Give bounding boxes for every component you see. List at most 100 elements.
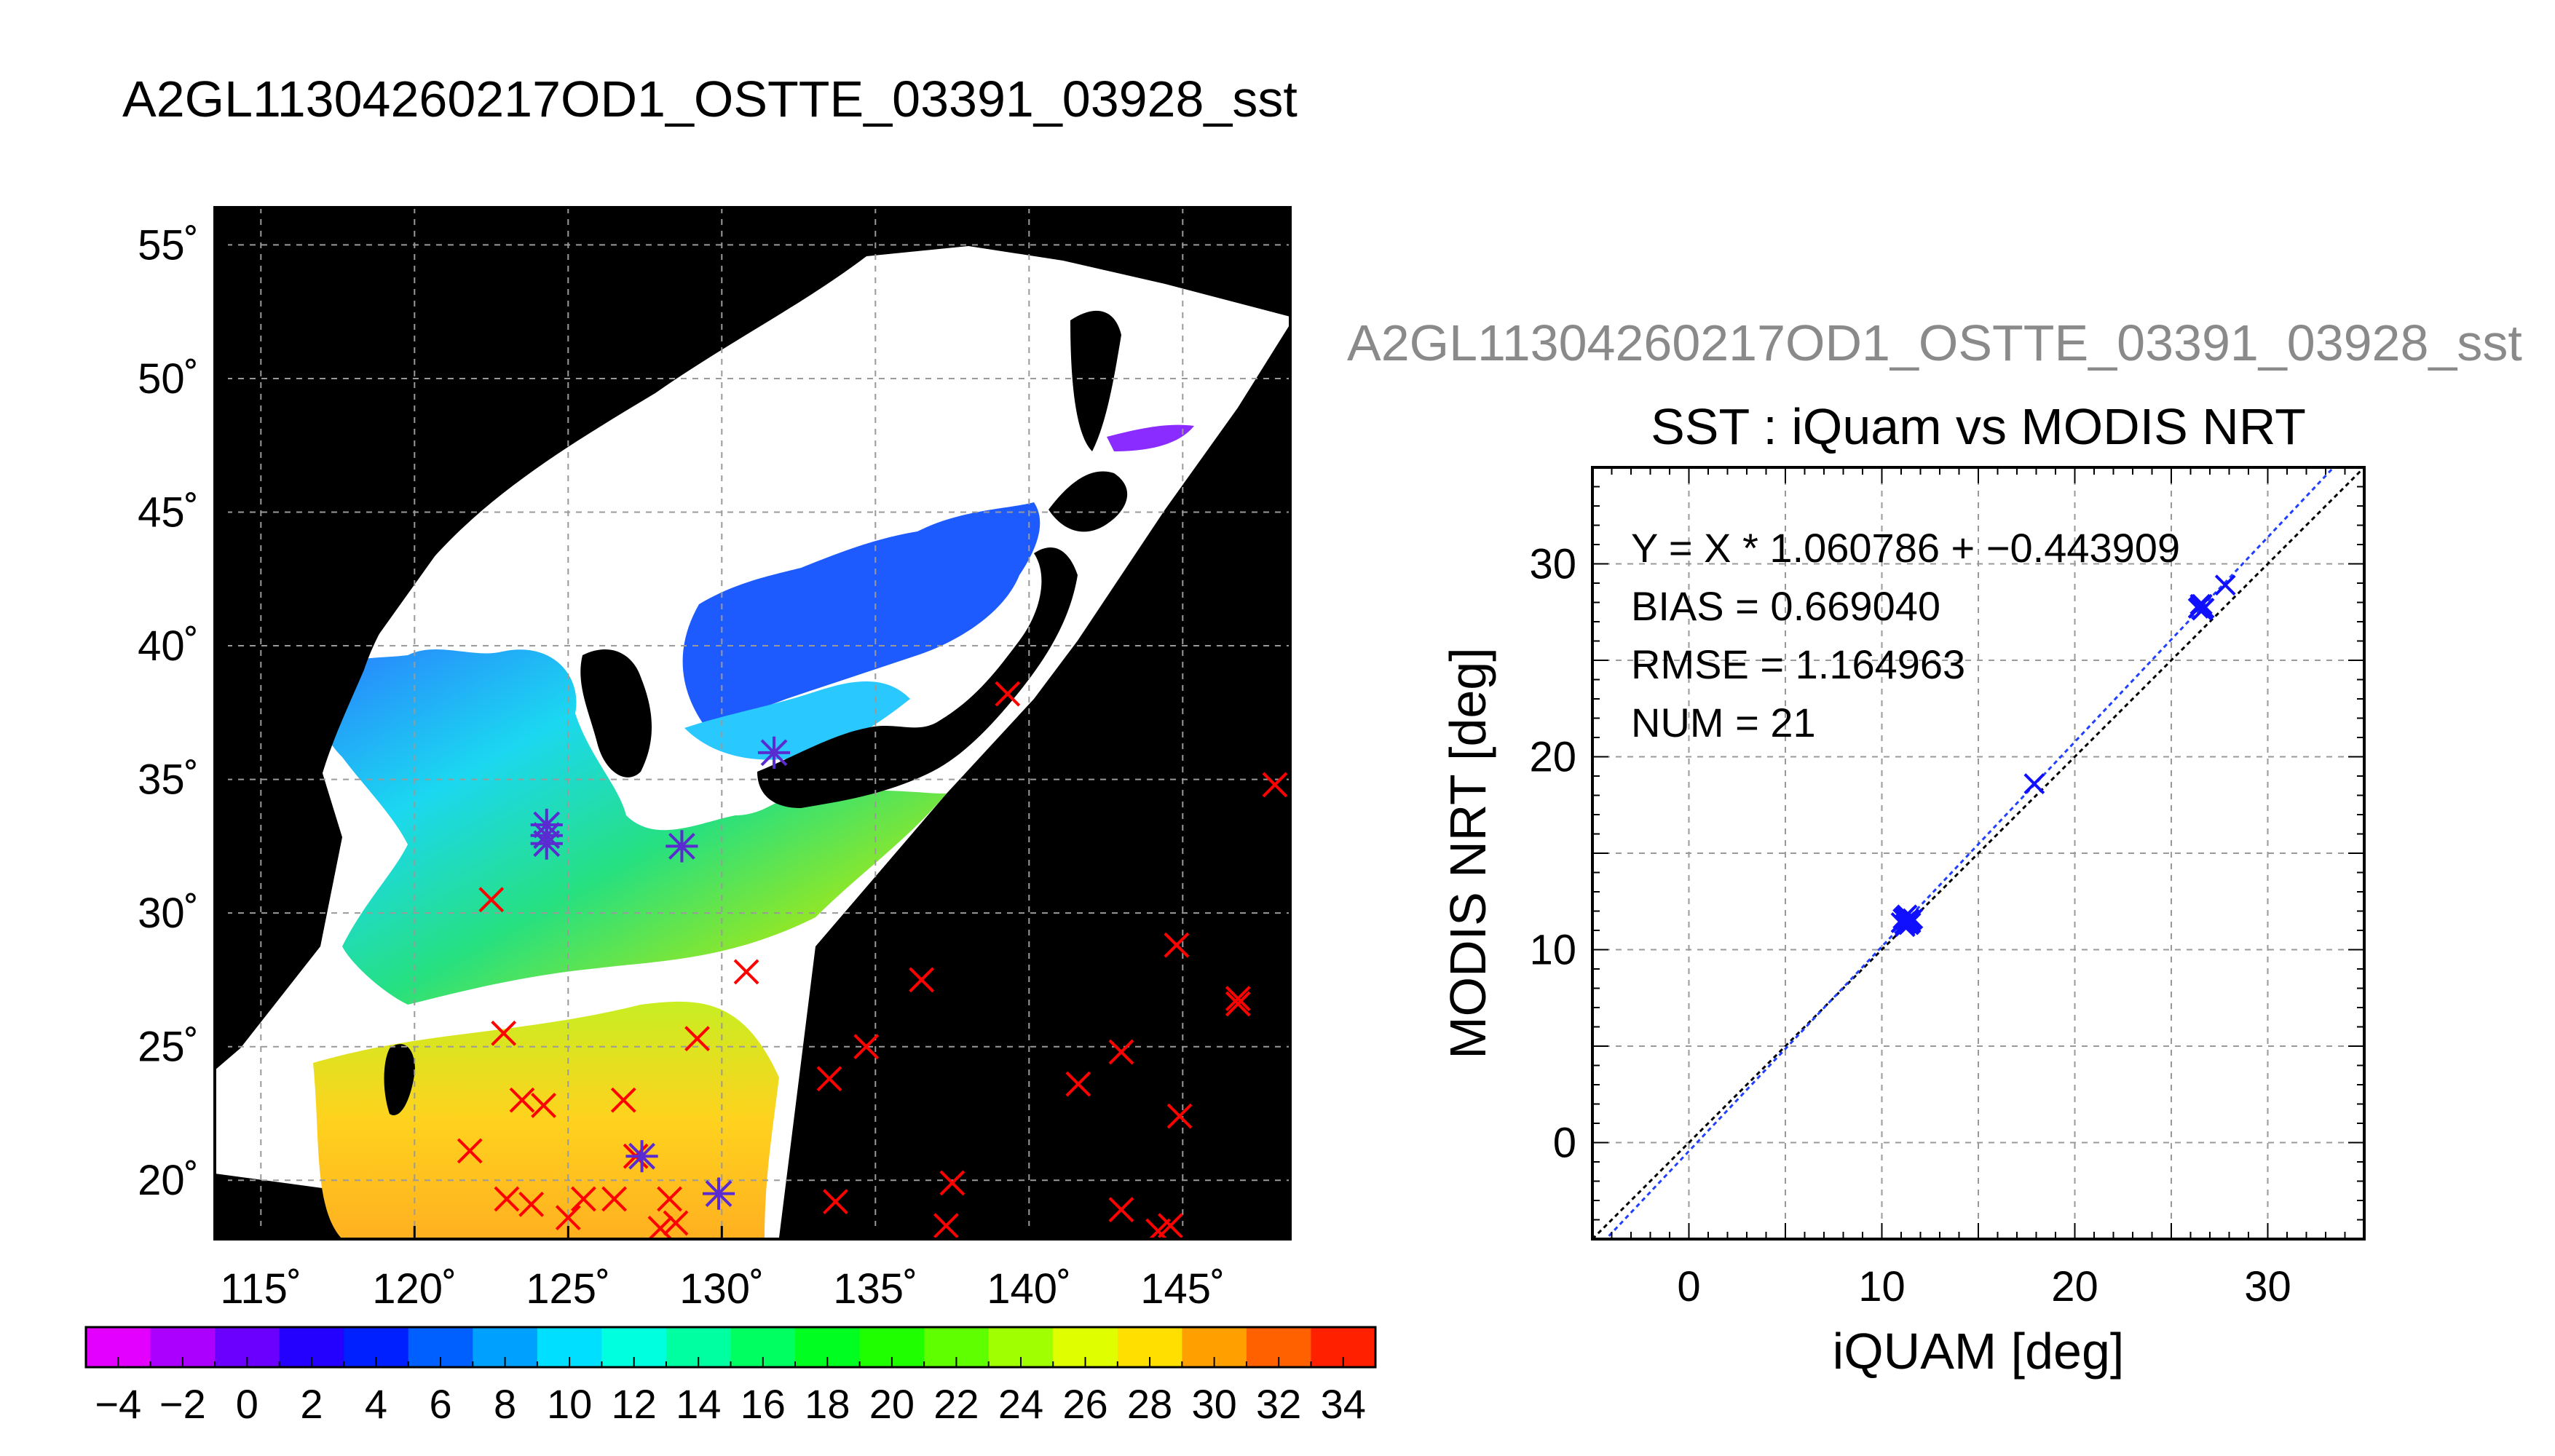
- colorbar-tick-label: 6: [429, 1381, 451, 1427]
- num-value: NUM = 21: [1631, 700, 1816, 745]
- bias-value: BIAS = 0.669040: [1631, 583, 1940, 629]
- map-y-tick-label: 40˚: [138, 622, 199, 670]
- japan-landmass: [757, 547, 1078, 808]
- colorbar-tick-label: 30: [1191, 1381, 1236, 1427]
- iquam-point: [555, 1205, 581, 1231]
- map-y-tick-label: 20˚: [138, 1157, 199, 1204]
- colorbar-tick-label: −2: [159, 1381, 206, 1427]
- sst-colorbar-labels: −4 −2 0 2 4 6 8 10 12 14 16 18 20 22 24 26 28 30 32 34: [95, 1381, 1366, 1427]
- scatter-y-tick-label: 10: [1529, 927, 1576, 974]
- korea-landmass: [580, 649, 652, 778]
- matchup-point: [666, 830, 698, 863]
- iquam-point: [995, 681, 1021, 707]
- fit-equation: Y = X * 1.060786 + −0.443909: [1631, 525, 2180, 571]
- map-x-tick-label: 120˚: [372, 1265, 457, 1313]
- hokkaido-landmass: [1049, 471, 1128, 532]
- scatter-title: SST : iQuam vs MODIS NRT: [1651, 398, 2306, 455]
- map-x-tick-label: 135˚: [833, 1265, 917, 1313]
- scatter-axis-ticks: 0 10 20 30 0 10 20 30: [1529, 467, 2365, 1310]
- colorbar-tick-label: 8: [494, 1381, 516, 1427]
- scatter-y-tick-label: 0: [1553, 1120, 1576, 1167]
- scatter-x-tick-label: 30: [2244, 1263, 2291, 1310]
- map-y-tick-label: 55˚: [138, 221, 199, 269]
- iquam-point: [478, 887, 505, 913]
- colorbar-tick-label: 20: [869, 1381, 915, 1427]
- map-iquam-points: [457, 681, 1288, 1239]
- iquam-point: [457, 1138, 483, 1164]
- asia-mainland: [215, 207, 866, 1070]
- iquam-point: [531, 1093, 556, 1118]
- iquam-point: [491, 1020, 517, 1046]
- iquam-point: [1108, 1039, 1134, 1065]
- scatter-y-tick-label: 30: [1529, 541, 1576, 588]
- iquam-point: [909, 967, 935, 993]
- scatter-point: [2023, 773, 2045, 795]
- map-y-tick-label: 30˚: [138, 890, 199, 937]
- colorbar-tick-label: 16: [741, 1381, 786, 1427]
- iquam-point: [518, 1191, 545, 1217]
- sst-japan-sea-south: [684, 681, 910, 760]
- colorbar-tick-label: 4: [365, 1381, 387, 1427]
- iquam-point: [1065, 1071, 1091, 1097]
- scatter-annotations: Y = X * 1.060786 + −0.443909 BIAS = 0.66…: [1631, 525, 2180, 745]
- iquam-point: [1225, 991, 1251, 1017]
- scatter-point: [1894, 916, 1916, 938]
- iquam-point: [684, 1026, 710, 1052]
- colorbar-tick-label: 12: [612, 1381, 657, 1427]
- matchup-point: [757, 736, 791, 769]
- iquam-point: [601, 1186, 628, 1212]
- map-x-tick-label: 145˚: [1140, 1265, 1225, 1313]
- scatter-x-tick-label: 10: [1858, 1263, 1906, 1310]
- colorbar-tick-label: 34: [1321, 1381, 1366, 1427]
- scatter-point: [1896, 910, 1918, 932]
- iquam-point: [1166, 1103, 1193, 1129]
- scatter-gridlines: [1592, 467, 2364, 1239]
- iquam-point: [816, 1066, 842, 1092]
- map-y-tick-label: 25˚: [138, 1024, 199, 1071]
- iquam-point: [933, 1213, 959, 1239]
- iquam-point: [647, 1215, 674, 1239]
- iquam-point: [657, 1186, 682, 1212]
- colorbar-tick-label: 18: [805, 1381, 850, 1427]
- scatter-y-axis-label: MODIS NRT [deg]: [1440, 647, 1496, 1059]
- map-title: A2GL11304260217OD1_OSTTE_03391_03928_sst: [122, 71, 1298, 127]
- colorbar-tick-label: −4: [95, 1381, 141, 1427]
- sst-colorbar: [84, 1326, 1377, 1369]
- map-x-tick-label: 125˚: [526, 1265, 610, 1313]
- map-frame-border: [213, 206, 1292, 1241]
- scatter-point: [2191, 599, 2213, 621]
- iquam-point: [494, 1186, 520, 1212]
- iquam-point: [1108, 1197, 1134, 1223]
- iquam-point: [1158, 1213, 1183, 1239]
- map-y-tick-label: 50˚: [138, 355, 199, 403]
- scatter-x-axis-label: iQUAM [deg]: [1833, 1323, 2125, 1380]
- colorbar-tick-label: 24: [998, 1381, 1043, 1427]
- map-gridlines: [215, 207, 1290, 1239]
- map-x-tick-label: 130˚: [679, 1265, 764, 1313]
- iquam-point: [939, 1170, 965, 1196]
- iquam-point: [1262, 772, 1288, 798]
- scatter-points: [1890, 574, 2236, 938]
- colorbar-tick-label: 10: [547, 1381, 592, 1427]
- iquam-point: [570, 1186, 596, 1212]
- rmse-value: RMSE = 1.164963: [1631, 641, 1965, 687]
- iquam-point: [663, 1210, 689, 1236]
- colorbar-tick-label: 14: [676, 1381, 721, 1427]
- matchup-point: [530, 827, 563, 860]
- iquam-point: [1164, 932, 1190, 958]
- iquam-point: [853, 1034, 880, 1060]
- colorbar-tick-label: 28: [1127, 1381, 1172, 1427]
- sst-yellow-sea: [306, 649, 947, 1005]
- scatter-x-tick-label: 20: [2051, 1263, 2098, 1310]
- colorbar-tick-label: 32: [1256, 1381, 1301, 1427]
- scatter-subtitle: A2GL11304260217OD1_OSTTE_03391_03928_sst: [1347, 314, 2522, 371]
- iquam-point: [823, 1189, 848, 1215]
- scatter-x-tick-label: 0: [1677, 1263, 1700, 1310]
- one-to-one-line: [1592, 467, 2364, 1239]
- iquam-point: [733, 959, 759, 985]
- colorbar-tick-label: 2: [300, 1381, 323, 1427]
- map-y-tick-label: 45˚: [138, 488, 199, 536]
- colorbar-tick-label: 22: [933, 1381, 979, 1427]
- colorbar-tick-label: 26: [1062, 1381, 1107, 1427]
